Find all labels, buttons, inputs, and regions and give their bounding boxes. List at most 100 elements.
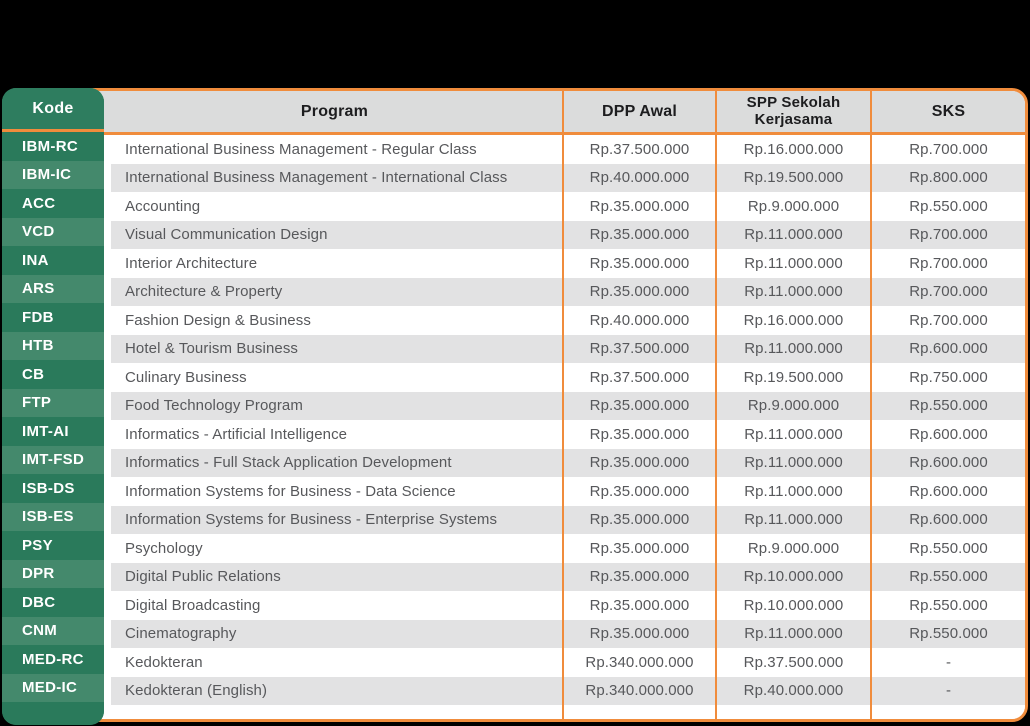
program-cell: Cinematography <box>125 625 237 643</box>
program-cell: Architecture & Property <box>125 283 283 301</box>
spp-cell: Rp.37.500.000 <box>715 648 870 677</box>
spp-cell: Rp.9.000.000 <box>715 534 870 563</box>
kode-cell: ISB-ES <box>2 502 104 531</box>
column-header-kode: Kode <box>2 88 104 132</box>
program-cell: Psychology <box>125 539 203 557</box>
program-cell: Interior Architecture <box>125 254 258 272</box>
sks-cell: Rp.600.000 <box>870 334 1025 363</box>
program-cell: Visual Communication Design <box>125 226 328 244</box>
row-cells: Architecture & Property Rp.35.000.000 Rp.1… <box>111 277 1025 306</box>
program-cell: Informatics - Full Stack Application Dev… <box>125 454 452 472</box>
program-cell: International Business Management - Inte… <box>125 169 508 187</box>
kode-cell: VCD <box>2 217 104 246</box>
kode-column: Kode IBM-RC IBM-IC ACC VCD INA ARS FDB HTB CB FTP… <box>2 88 104 725</box>
table-row: Cinematography Rp.35.000.000 Rp.11.000.000… <box>5 619 1025 648</box>
spp-cell: Rp.9.000.000 <box>715 192 870 221</box>
table-row: International Business Management - Inte… <box>5 163 1025 192</box>
sks-cell: - <box>870 648 1025 677</box>
sks-cell: Rp.550.000 <box>870 391 1025 420</box>
program-cell: Food Technology Program <box>125 397 303 415</box>
footer-program-cell <box>111 705 562 719</box>
row-cells: Kedokteran Rp.340.000.000 Rp.37.500.000- <box>111 648 1025 677</box>
kode-cell: IMT-AI <box>2 417 104 446</box>
sks-cell: Rp.750.000 <box>870 363 1025 392</box>
dpp-awal-cell: Rp.35.000.000 <box>562 534 715 563</box>
sks-cell: Rp.700.000 <box>870 249 1025 278</box>
program-cell: Informatics - Artificial Intelligence <box>125 425 348 443</box>
spp-cell: Rp.11.000.000 <box>715 619 870 648</box>
column-header-spp-sekolah-kerjasama: SPP Sekolah Kerjasama <box>715 91 870 132</box>
spp-cell: Rp.11.000.000 <box>715 220 870 249</box>
table-row: Information Systems for Business - Enter… <box>5 505 1025 534</box>
spp-cell: Rp.11.000.000 <box>715 505 870 534</box>
program-cell: Information Systems for Business - Enter… <box>125 511 498 529</box>
program-cell: Fashion Design & Business <box>125 311 311 329</box>
program-cell: Kedokteran (English) <box>125 682 268 700</box>
table-row: Information Systems for Business - Data … <box>5 477 1025 506</box>
dpp-awal-cell: Rp.35.000.000 <box>562 448 715 477</box>
sks-cell: Rp.700.000 <box>870 306 1025 335</box>
dpp-awal-cell: Rp.35.000.000 <box>562 562 715 591</box>
kode-cell: MED-IC <box>2 673 104 702</box>
kode-cell: MED-RC <box>2 645 104 674</box>
row-cells: Informatics - Full Stack Application Dev… <box>111 448 1025 477</box>
sks-cell: Rp.550.000 <box>870 562 1025 591</box>
table-row: Hotel & Tourism Business Rp.37.500.000 Rp.… <box>5 334 1025 363</box>
table-footer-empty-row <box>5 705 1025 719</box>
row-cells: Fashion Design & Business Rp.40.000.000 Rp… <box>111 306 1025 335</box>
kode-cell: ACC <box>2 189 104 218</box>
table-row: Digital Public Relations Rp.35.000.000 Rp.… <box>5 562 1025 591</box>
row-cells: Informatics - Artificial Intelligence Rp.… <box>111 420 1025 449</box>
table-row: Digital Broadcasting Rp.35.000.000 Rp.10.0… <box>5 591 1025 620</box>
row-cells: Visual Communication Design Rp.35.000.000… <box>111 220 1025 249</box>
program-cell: International Business Management - Regu… <box>125 140 477 158</box>
table-row: Kedokteran (English) Rp.340.000.000 Rp.40.… <box>5 676 1025 705</box>
table-row: Informatics - Artificial Intelligence Rp.… <box>5 420 1025 449</box>
spp-cell: Rp.9.000.000 <box>715 391 870 420</box>
kode-cells: IBM-RC IBM-IC ACC VCD INA ARS FDB HTB CB FTP IMT-A… <box>2 132 104 702</box>
sks-cell: Rp.600.000 <box>870 505 1025 534</box>
spp-cell: Rp.11.000.000 <box>715 477 870 506</box>
kode-cell: ARS <box>2 274 104 303</box>
program-cell: Information Systems for Business - Data … <box>125 482 456 500</box>
table-row: Visual Communication Design Rp.35.000.000… <box>5 220 1025 249</box>
spp-cell: Rp.40.000.000 <box>715 676 870 705</box>
footer-dpp-cell <box>562 705 715 719</box>
kode-column-footer <box>2 702 104 725</box>
dpp-awal-cell: Rp.35.000.000 <box>562 619 715 648</box>
dpp-awal-cell: Rp.340.000.000 <box>562 676 715 705</box>
sks-cell: Rp.700.000 <box>870 220 1025 249</box>
dpp-awal-cell: Rp.35.000.000 <box>562 591 715 620</box>
table-row: Psychology Rp.35.000.000 Rp.9.000.000 Rp.55… <box>5 534 1025 563</box>
table-row: Accounting Rp.35.000.000 Rp.9.000.000 Rp.55… <box>5 192 1025 221</box>
column-header-program: Program <box>300 102 369 120</box>
spp-cell: Rp.11.000.000 <box>715 334 870 363</box>
fee-table: Program DPP Awal SPP Sekolah Kerjasama S… <box>2 88 1028 722</box>
kode-cell: HTB <box>2 331 104 360</box>
footer-cells <box>111 705 1025 719</box>
spp-cell: Rp.10.000.000 <box>715 591 870 620</box>
spp-cell: Rp.19.500.000 <box>715 363 870 392</box>
spp-cell: Rp.19.500.000 <box>715 163 870 192</box>
row-cells: International Business Management - Inte… <box>111 163 1025 192</box>
sks-cell: Rp.600.000 <box>870 477 1025 506</box>
sks-cell: Rp.700.000 <box>870 135 1025 164</box>
spp-cell: Rp.10.000.000 <box>715 562 870 591</box>
row-cells: Digital Broadcasting Rp.35.000.000 Rp.10.0… <box>111 591 1025 620</box>
table-row: Interior Architecture Rp.35.000.000 Rp.11.… <box>5 249 1025 278</box>
kode-cell: IMT-FSD <box>2 445 104 474</box>
spp-cell: Rp.11.000.000 <box>715 420 870 449</box>
dpp-awal-cell: Rp.37.500.000 <box>562 363 715 392</box>
spp-cell: Rp.16.000.000 <box>715 135 870 164</box>
dpp-awal-cell: Rp.40.000.000 <box>562 306 715 335</box>
dpp-awal-cell: Rp.35.000.000 <box>562 192 715 221</box>
sks-cell: Rp.600.000 <box>870 420 1025 449</box>
sks-cell: - <box>870 676 1025 705</box>
table-row: Informatics - Full Stack Application Dev… <box>5 448 1025 477</box>
dpp-awal-cell: Rp.35.000.000 <box>562 420 715 449</box>
table-row: International Business Management - Regu… <box>5 135 1025 164</box>
program-cell: Hotel & Tourism Business <box>125 340 299 358</box>
program-cell: Digital Broadcasting <box>125 596 261 614</box>
table-row: Food Technology Program Rp.35.000.000 Rp.9… <box>5 391 1025 420</box>
dpp-awal-cell: Rp.35.000.000 <box>562 277 715 306</box>
